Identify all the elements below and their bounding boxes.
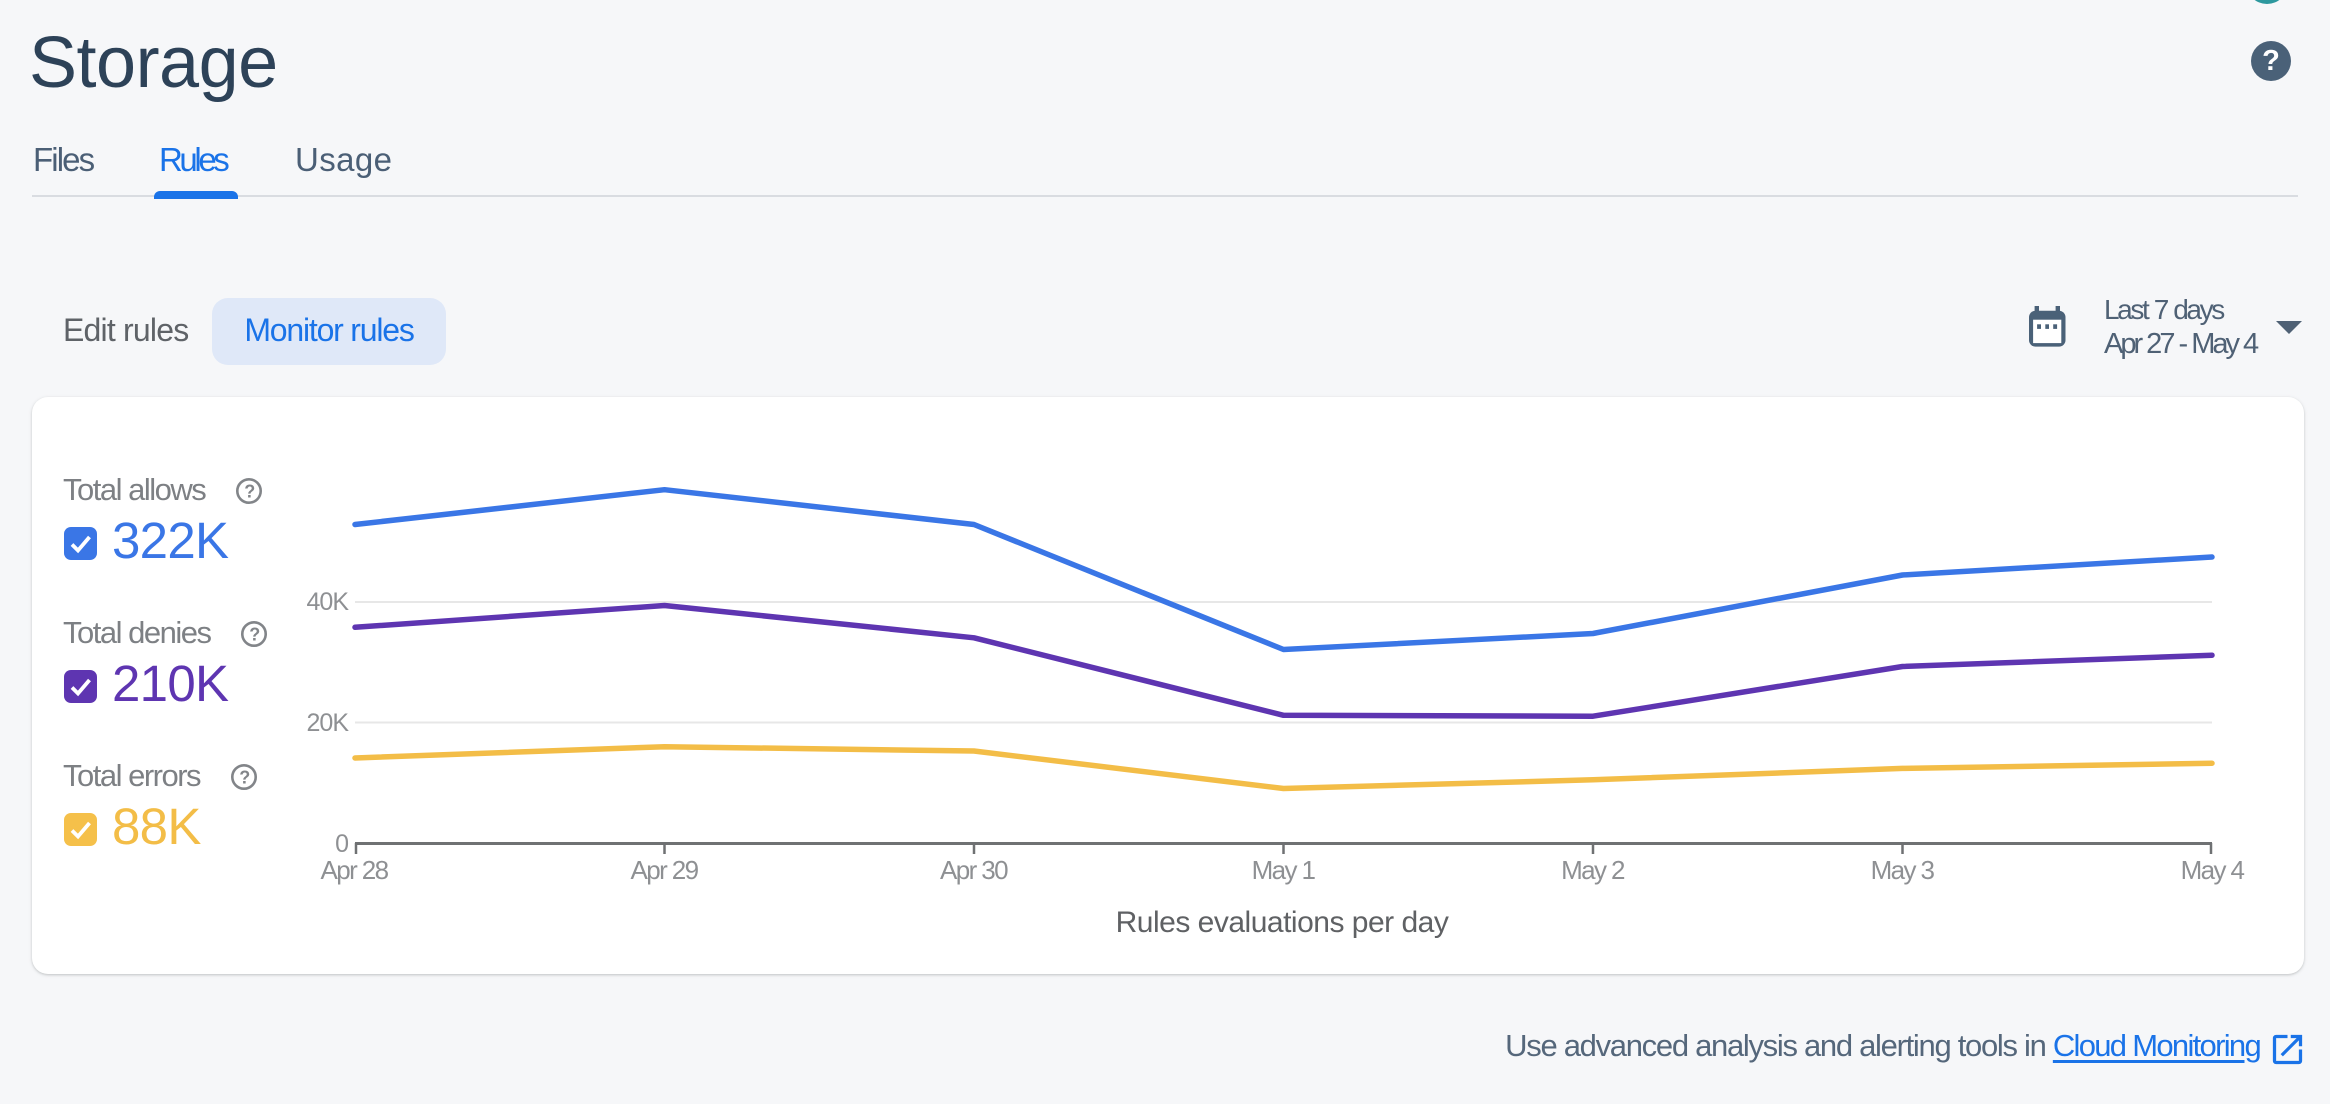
svg-text:?: ?	[245, 482, 255, 502]
svg-text:?: ?	[239, 768, 249, 788]
svg-text:?: ?	[250, 625, 260, 645]
